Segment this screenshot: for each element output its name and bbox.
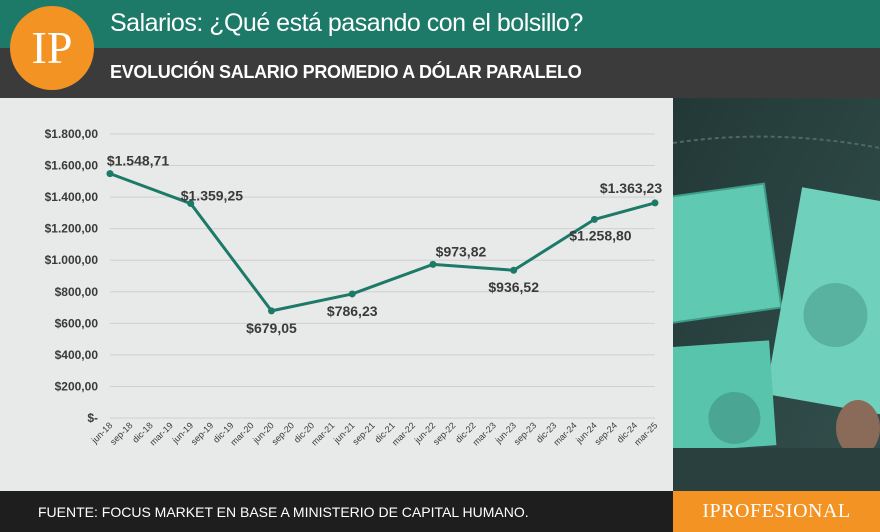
x-tick-label: mar-25 <box>632 420 659 447</box>
y-tick-label: $1.200,00 <box>45 222 99 236</box>
x-tick-label: sep-19 <box>189 420 216 447</box>
x-tick-label: mar-19 <box>148 420 175 447</box>
y-tick-label: $- <box>87 411 98 425</box>
x-tick-label: sep-24 <box>593 420 620 447</box>
x-tick-label: mar-20 <box>228 420 255 447</box>
data-point <box>267 307 275 315</box>
x-tick-label: sep-21 <box>350 420 377 447</box>
data-label: $679,05 <box>246 320 297 336</box>
x-tick-label: sep-22 <box>431 420 458 447</box>
header-title-bar <box>0 0 880 48</box>
data-label: $1.363,23 <box>600 180 662 196</box>
y-tick-label: $600,00 <box>55 316 99 330</box>
iprofesional-brand: IPROFESIONAL <box>673 491 880 532</box>
line-chart: $- $200,00 $400,00 $600,00 $800,00 $1.000,00 $… <box>45 127 663 448</box>
x-tick-label: mar-21 <box>309 420 336 447</box>
x-tick-label: sep-23 <box>512 420 539 447</box>
header-subtitle-bar <box>0 48 880 98</box>
data-label: $1.359,25 <box>181 188 243 204</box>
y-tick-label: $1.600,00 <box>45 159 99 173</box>
y-tick-label: $1.000,00 <box>45 253 99 267</box>
source-note: FUENTE: FOCUS MARKET EN BASE A MINISTERI… <box>38 504 529 520</box>
pocket-banknotes-image <box>673 98 880 491</box>
data-label: $1.258,80 <box>569 227 631 243</box>
data-point <box>429 260 437 268</box>
data-label: $1.548,71 <box>107 153 169 169</box>
chart-subtitle: EVOLUCIÓN SALARIO PROMEDIO A DÓLAR PARAL… <box>110 62 582 82</box>
x-tick-label: sep-18 <box>108 420 135 447</box>
data-label: $786,23 <box>327 303 378 319</box>
series-line <box>109 172 656 313</box>
data-label: $973,82 <box>436 243 487 259</box>
data-point <box>651 199 659 207</box>
y-tick-label: $200,00 <box>55 379 99 393</box>
chart-panel: $- $200,00 $400,00 $600,00 $800,00 $1.000,00 $… <box>0 98 673 491</box>
x-tick-label: mar-22 <box>390 420 417 447</box>
data-point <box>590 215 598 223</box>
x-tick-label: sep-20 <box>270 420 297 447</box>
x-tick-label: mar-24 <box>551 420 578 447</box>
y-tick-label: $400,00 <box>55 348 99 362</box>
page-title: Salarios: ¿Qué está pasando con el bolsi… <box>110 9 583 37</box>
x-tick-label: mar-23 <box>471 420 498 447</box>
photo-money-in-pocket <box>673 98 880 491</box>
data-point <box>187 200 195 208</box>
y-tick-label: $1.800,00 <box>45 127 99 141</box>
ip-logo: IP <box>10 6 94 90</box>
data-point <box>510 266 518 274</box>
data-point <box>348 290 356 298</box>
data-label: $936,52 <box>488 279 539 295</box>
y-tick-label: $1.400,00 <box>45 190 99 204</box>
data-point <box>106 170 114 178</box>
y-tick-label: $800,00 <box>55 285 99 299</box>
